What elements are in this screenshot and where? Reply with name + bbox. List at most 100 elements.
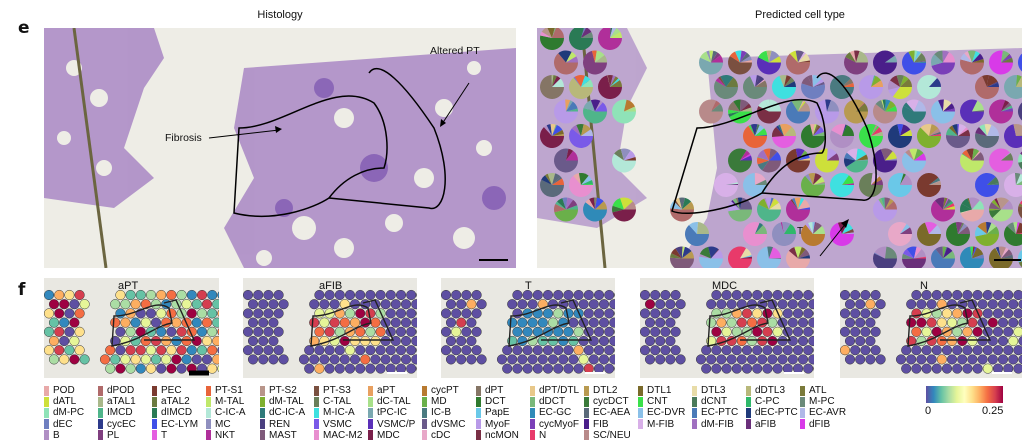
legend-label: dPT/DTL [539,385,580,397]
legend-label: EC-AEA [593,407,631,419]
legend-label: VSMC [323,418,352,430]
legend-column: DTL3 dCNT EC-PTC dM-FIB [692,385,746,441]
legend-label: dEC [53,418,73,430]
legend-label: dPOD [107,385,135,397]
legend-label: EC-DVR [647,407,686,419]
legend-swatch [422,396,427,407]
legend-item: CNT [638,396,692,407]
legend-swatch [44,396,49,407]
legend-swatch [206,419,211,430]
legend-swatch [368,419,373,430]
legend-swatch [746,419,751,430]
legend-label: DTL1 [647,385,672,397]
legend-column: dPT DCT PapE MyoF ncMON [476,385,530,441]
legend-label: C-PC [755,396,780,408]
legend-label: cycEC [107,418,136,430]
legend-swatch [692,385,697,396]
legend-swatch [314,407,319,418]
legend-label: C-TAL [323,396,352,408]
legend-label: IMCD [107,407,133,419]
legend-label: IC-B [431,407,451,419]
legend-swatch [476,396,481,407]
legend-column: PT-S3 C-TAL M-IC-A VSMC MAC-M2 [314,385,368,441]
histology-title: Histology [257,9,303,21]
legend-label: ATL [809,385,827,397]
legend-item: dCNT [692,396,746,407]
legend-swatch [152,419,157,430]
legend-label: M-FIB [647,418,675,430]
legend-item: C-IC-A [206,407,260,418]
legend-swatch [368,396,373,407]
legend-swatch [476,407,481,418]
legend-item: NKT [206,430,260,441]
legend-label: M-IC-A [323,407,355,419]
legend-item: cycPT [422,385,476,396]
legend-swatch [368,407,373,418]
legend-item: SC/NEU [584,430,638,441]
legend-swatch [98,430,103,441]
legend-swatch [692,396,697,407]
legend-item: dDCT [530,396,584,407]
legend-label: EC-LYM [161,418,199,430]
legend-swatch [476,430,481,441]
legend-label: B [53,429,60,441]
legend-label: dEC-PTC [755,407,798,419]
legend-column: DTL2 cycDCT EC-AEA FIB SC/NEU [584,385,638,441]
legend-item: EC-GC [530,407,584,418]
legend-item: EC-AVR [800,407,854,418]
legend-swatch [152,407,157,418]
legend-label: NKT [215,429,235,441]
legend-item: tPC-IC [368,407,422,418]
legend-label: dFIB [809,418,831,430]
legend-label: aTAL1 [107,396,136,408]
legend-label: cycDCT [593,396,629,408]
legend-swatch [44,419,49,430]
legend-item: dPT/DTL [530,385,584,396]
legend-swatch [260,430,265,441]
legend-swatch [800,419,805,430]
legend-swatch [368,385,373,396]
legend-item: PapE [476,407,530,418]
panel-f-label: f [18,280,26,300]
legend-item: C-PC [746,396,800,407]
legend-swatch [584,419,589,430]
legend-label: MyoF [485,418,510,430]
legend-swatch [800,385,805,396]
legend-label: DTL2 [593,385,618,397]
legend-label: dM-PC [53,407,85,419]
legend-label: dCNT [701,396,728,408]
legend-item: dATL [44,396,98,407]
legend-item: PL [98,430,152,441]
legend-swatch [800,396,805,407]
legend-label: C-IC-A [215,407,246,419]
legend-swatch [152,385,157,396]
legend-swatch [530,419,535,430]
map-title: aFIB [319,280,343,292]
legend-item: cycMyoF [530,419,584,430]
legend-swatch [746,396,751,407]
legend-swatch [692,419,697,430]
legend-label: DTL3 [701,385,726,397]
legend-swatch [314,385,319,396]
legend-swatch [98,396,103,407]
legend-column: dDTL3 C-PC dEC-PTC aFIB [746,385,800,441]
legend-label: M-PC [809,396,835,408]
legend-label: REN [269,418,291,430]
legend-column: ATL M-PC EC-AVR dFIB [800,385,854,441]
legend-label: FIB [593,418,609,430]
legend-swatch [152,396,157,407]
legend-swatch [422,407,427,418]
legend-label: PT-S3 [323,385,351,397]
legend-item: PEC [152,385,206,396]
legend-swatch [800,407,805,418]
legend-item: dPOD [98,385,152,396]
legend-item: dEC-PTC [746,407,800,418]
legend-swatch [584,407,589,418]
legend-item: REN [260,419,314,430]
legend-label: PL [107,429,120,441]
legend-label: MD [431,396,447,408]
legend-label: MC [215,418,231,430]
legend-item: DCT [476,396,530,407]
legend-swatch [530,430,535,441]
legend-item: dFIB [800,419,854,430]
